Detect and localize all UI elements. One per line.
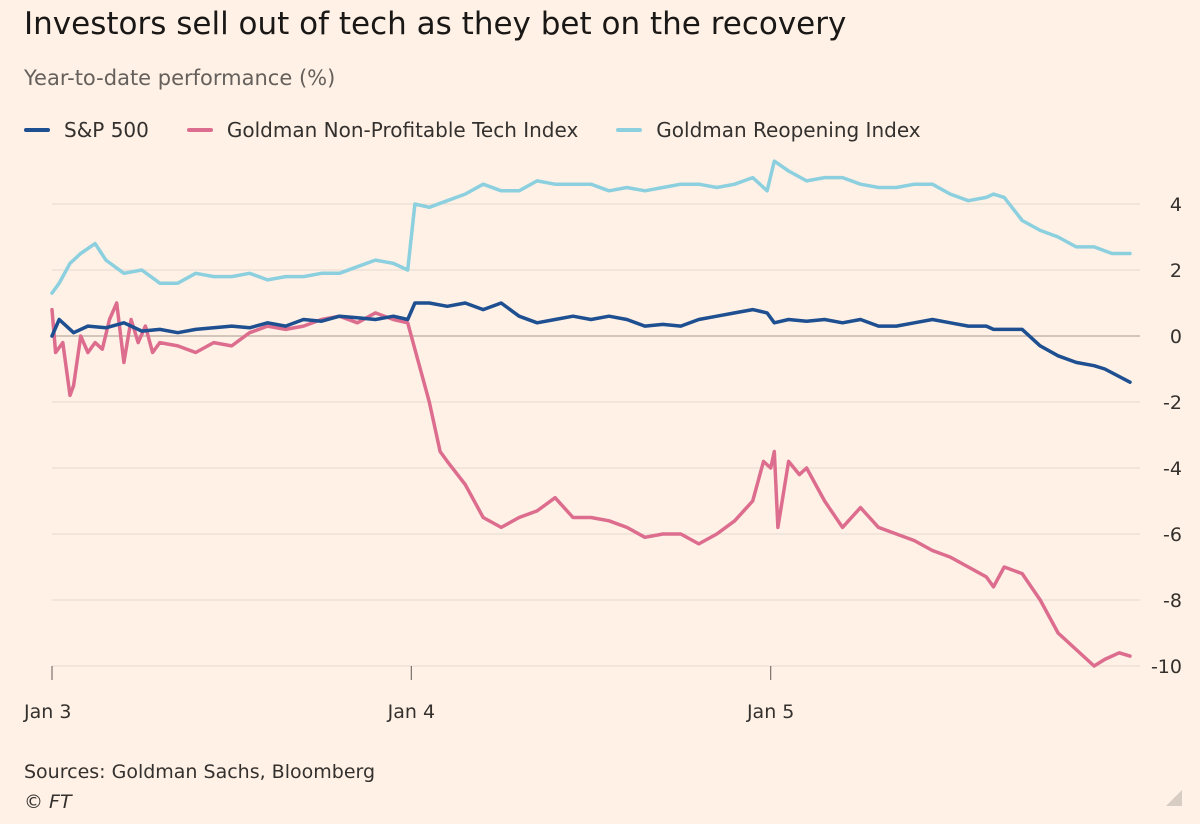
y-tick-label: 2 xyxy=(1170,260,1182,282)
legend-swatch-reopening xyxy=(616,128,643,132)
chart-subtitle: Year-to-date performance (%) xyxy=(24,66,336,90)
legend-swatch-tech xyxy=(186,128,213,132)
legend-swatch-sp500 xyxy=(24,128,50,132)
x-tick-label: Jan 5 xyxy=(746,701,794,723)
legend-item-reopening: Goldman Reopening Index xyxy=(616,118,921,142)
series-line-0 xyxy=(50,301,1132,384)
copyright-note: © FT xyxy=(24,791,72,813)
y-tick-label: -10 xyxy=(1151,656,1182,678)
x-tick-label: Jan 3 xyxy=(23,701,71,723)
legend-item-sp500: S&P 500 xyxy=(24,118,149,142)
line-chart: 4 2 0 -2 -4 -6 -8 -10 Jan 3 Jan 4 Jan 5 xyxy=(23,159,1182,723)
y-tick-label: 4 xyxy=(1170,194,1182,216)
y-tick-label: 0 xyxy=(1170,326,1182,348)
chart-title: Investors sell out of tech as they bet o… xyxy=(24,6,847,42)
legend-label-reopening: Goldman Reopening Index xyxy=(656,118,921,142)
x-tick-label: Jan 4 xyxy=(387,701,435,723)
legend-item-tech: Goldman Non-Profitable Tech Index xyxy=(186,118,579,142)
y-tick-label: -8 xyxy=(1163,590,1182,612)
series-line-1 xyxy=(50,301,1132,668)
legend-label-tech: Goldman Non-Profitable Tech Index xyxy=(226,118,579,142)
legend: S&P 500 Goldman Non-Profitable Tech Inde… xyxy=(24,118,959,142)
legend-label-sp500: S&P 500 xyxy=(64,118,149,142)
y-tick-label: -2 xyxy=(1163,392,1182,414)
resize-handle-icon xyxy=(1166,790,1182,806)
y-tick-label: -4 xyxy=(1163,458,1182,480)
series-line-2 xyxy=(50,159,1132,295)
y-tick-label: -6 xyxy=(1163,524,1182,546)
source-note: Sources: Goldman Sachs, Bloomberg xyxy=(24,761,376,783)
